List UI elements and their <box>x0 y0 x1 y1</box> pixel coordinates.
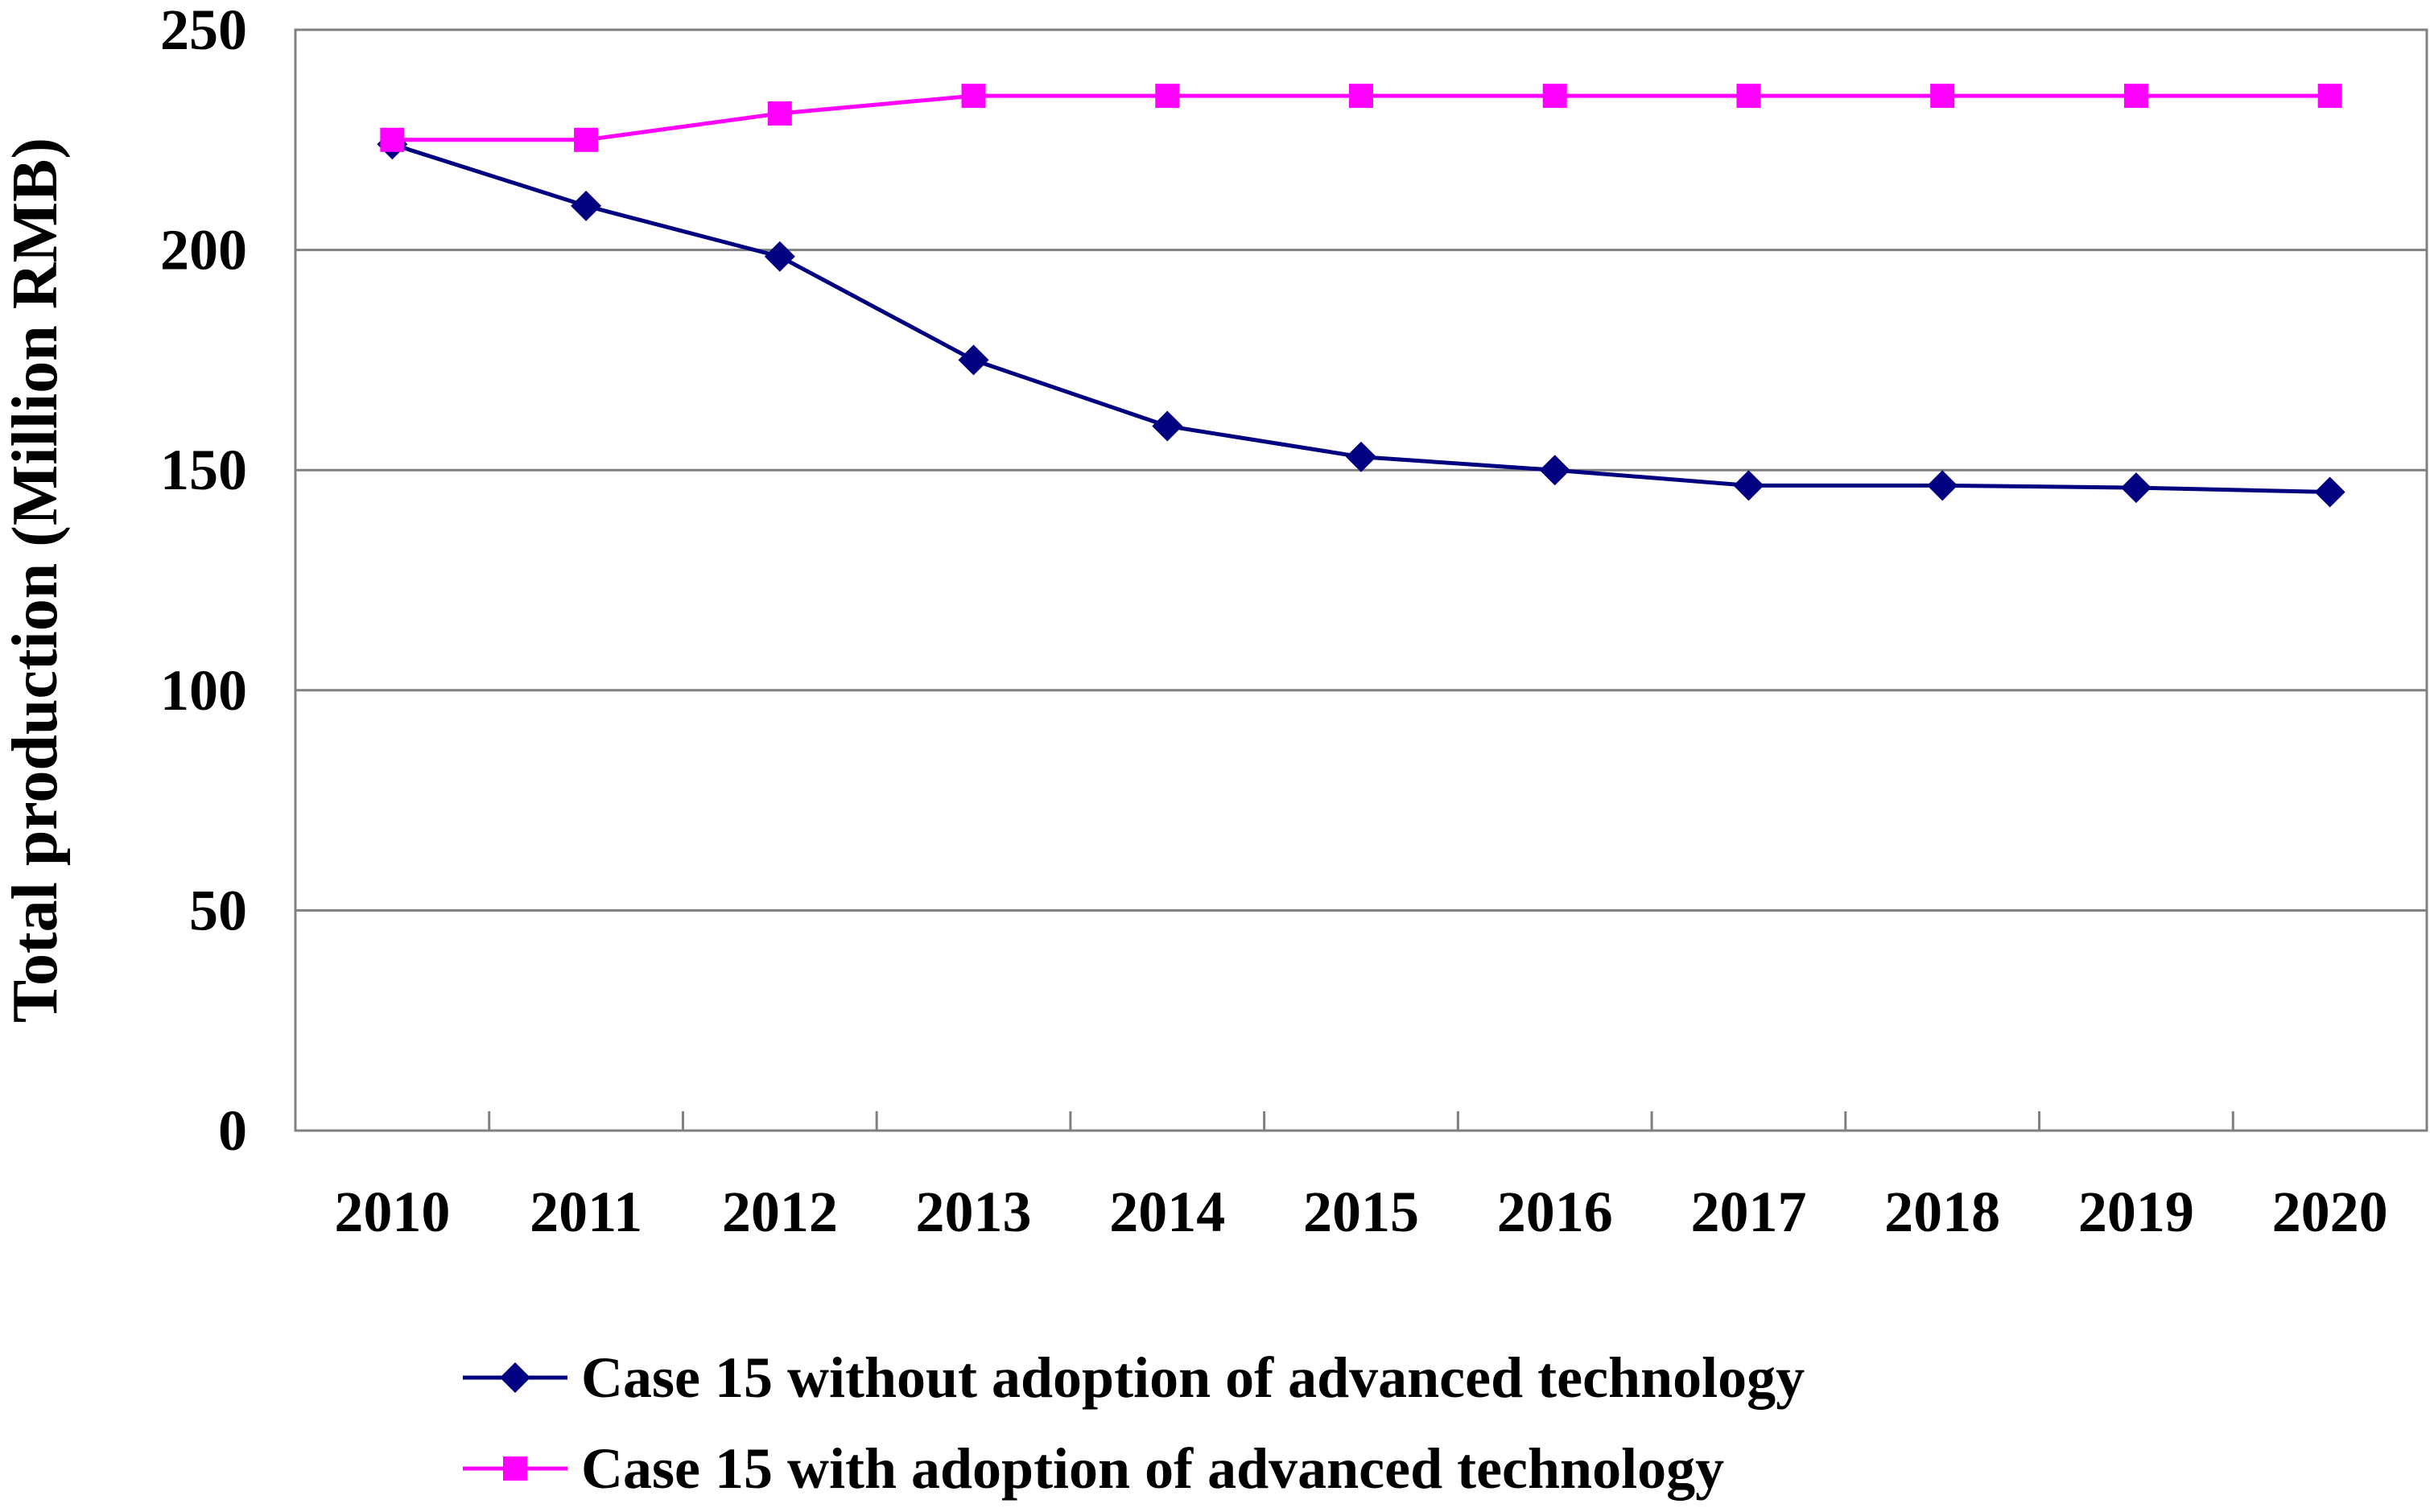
y-tick-label-50: 50 <box>189 878 247 942</box>
data-point-2019 <box>2123 84 2148 109</box>
x-axis: 2010 2011 2012 2013 2014 2015 2016 2017 2018 2019… <box>334 1111 2388 1244</box>
data-point-2011 <box>571 190 602 221</box>
data-point-2015 <box>1346 441 1376 472</box>
x-tick-label-2011: 2011 <box>530 1180 642 1244</box>
x-tick-label-2014: 2014 <box>1109 1180 1225 1244</box>
data-point-2019 <box>2120 472 2152 504</box>
data-point-2017 <box>1733 470 1764 501</box>
gridlines <box>295 249 2427 912</box>
y-axis: 0 50 100 150 200 250 <box>160 0 247 1163</box>
data-point-2014 <box>1152 410 1183 442</box>
data-point-2020 <box>2317 84 2342 109</box>
y-axis-title: Total production (Million RMB) <box>0 138 71 1023</box>
data-point-2018 <box>1927 470 1958 501</box>
legend-item-1: Case 15 without adoption of advanced tec… <box>463 1345 1805 1410</box>
data-point-2017 <box>1736 84 1761 109</box>
x-tick-label-2018: 2018 <box>1884 1180 2000 1244</box>
data-point-2014 <box>1155 84 1180 109</box>
data-point-2010 <box>380 127 405 152</box>
series-1 <box>377 129 2345 508</box>
data-point-2016 <box>1539 455 1570 486</box>
x-tick-label-2017: 2017 <box>1690 1180 1806 1244</box>
legend: Case 15 without adoption of advanced tec… <box>463 1345 1805 1501</box>
data-point-2020 <box>2314 476 2345 508</box>
x-tick-label-2020: 2020 <box>2272 1180 2388 1244</box>
legend-marker <box>503 1456 527 1481</box>
legend-label-2: Case 15 with adoption of advanced techno… <box>581 1436 1724 1501</box>
x-tick-label-2019: 2019 <box>2078 1180 2194 1244</box>
y-tick-label-100: 100 <box>160 658 247 723</box>
y-tick-label-0: 0 <box>218 1098 247 1163</box>
data-point-2016 <box>1542 84 1567 109</box>
data-point-2012 <box>767 101 792 126</box>
data-point-2015 <box>1349 84 1373 109</box>
x-tick-label-2012: 2012 <box>722 1180 838 1244</box>
legend-item-2: Case 15 with adoption of advanced techno… <box>463 1436 1724 1501</box>
x-tick-label-2015: 2015 <box>1303 1180 1419 1244</box>
data-point-2013 <box>958 344 989 376</box>
data-point-2012 <box>764 241 795 272</box>
y-tick-label-200: 200 <box>160 218 247 282</box>
x-tick-label-2016: 2016 <box>1497 1180 1613 1244</box>
legend-marker <box>500 1362 530 1393</box>
series-layer <box>377 84 2345 508</box>
series-line-1 <box>391 142 2330 495</box>
data-point-2011 <box>574 127 599 152</box>
legend-label-1: Case 15 without adoption of advanced tec… <box>581 1345 1805 1410</box>
x-tick-label-2013: 2013 <box>916 1180 1032 1244</box>
series-2 <box>380 84 2342 152</box>
y-tick-label-250: 250 <box>160 0 247 62</box>
data-point-2018 <box>1930 84 1955 109</box>
y-tick-label-150: 150 <box>160 438 247 502</box>
data-point-2013 <box>961 84 986 109</box>
x-tick-label-2010: 2010 <box>334 1180 450 1244</box>
plot-area <box>294 28 2428 1132</box>
